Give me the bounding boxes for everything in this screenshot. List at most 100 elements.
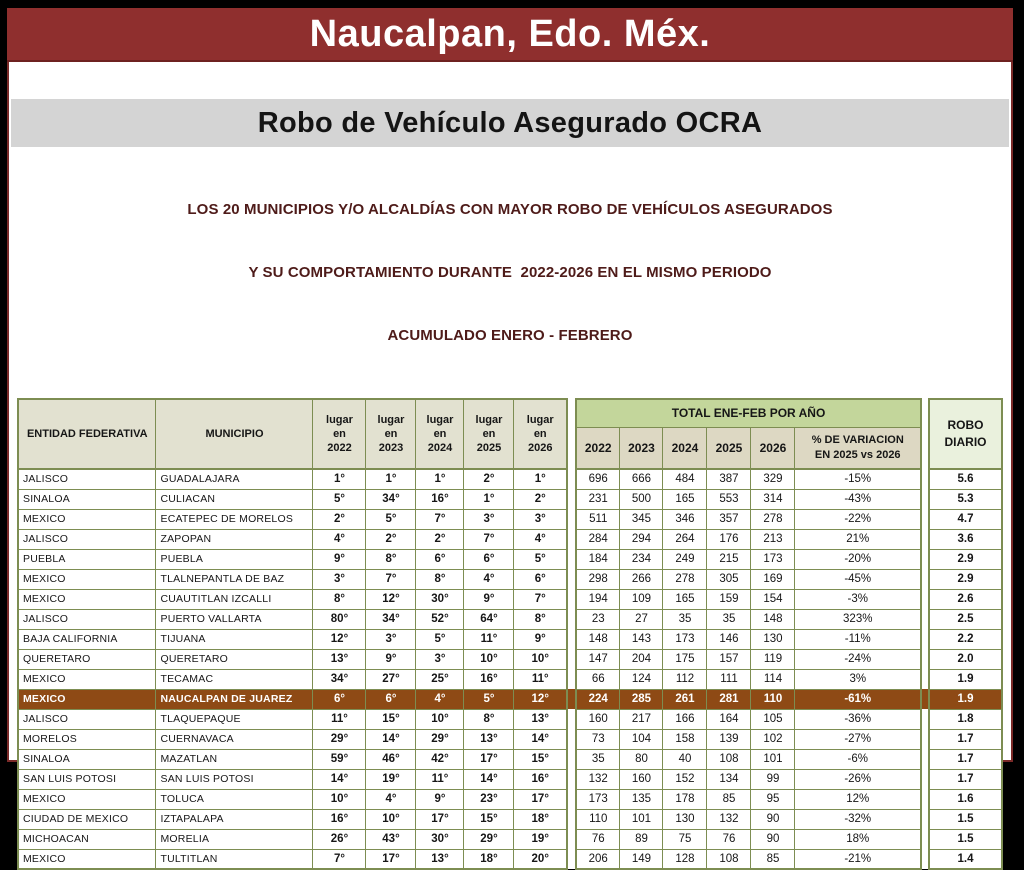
cell-variacion: -32% xyxy=(794,808,923,830)
cell-lugar-2022: 11° xyxy=(312,708,367,730)
year-label: 2023 xyxy=(378,442,404,455)
cell-total-2026: 99 xyxy=(750,768,796,790)
cell-total-2023: 204 xyxy=(619,648,664,670)
table-row: MEXICO TOLUCA 10° 4° 9° 23° 17° 173 135 178 85 95 12… xyxy=(16,788,1004,810)
cell-lugar-2023: 34° xyxy=(365,488,417,510)
cell-lugar-2026: 11° xyxy=(513,668,568,690)
cell-lugar-2024: 1° xyxy=(415,468,465,490)
cell-municipio: PUERTO VALLARTA xyxy=(155,608,314,630)
cell-entidad: JALISCO xyxy=(16,708,157,730)
cell-variacion: 18% xyxy=(794,828,923,850)
cell-lugar-2022: 4° xyxy=(312,528,367,550)
table-section-gap xyxy=(921,769,930,789)
cell-lugar-2025: 7° xyxy=(463,528,515,550)
col-header-robo-diario: ROBO DIARIO xyxy=(928,398,1004,470)
cell-lugar-2026: 5° xyxy=(513,548,568,570)
cell-lugar-2025: 1° xyxy=(463,488,515,510)
cell-total-2024: 278 xyxy=(662,568,708,590)
en-word: en xyxy=(533,427,547,440)
cell-total-2024: 175 xyxy=(662,648,708,670)
cell-variacion: -36% xyxy=(794,708,923,730)
cell-robo-diario: 5.3 xyxy=(928,488,1004,510)
cell-lugar-2026: 4° xyxy=(513,528,568,550)
cell-total-2022: 284 xyxy=(574,528,621,550)
cell-municipio: TLAQUEPAQUE xyxy=(155,708,314,730)
cell-variacion: 323% xyxy=(794,608,923,630)
cell-lugar-2024: 13° xyxy=(415,848,465,870)
cell-municipio: CUERNAVACA xyxy=(155,728,314,750)
cell-lugar-2024: 29° xyxy=(415,728,465,750)
cell-lugar-2022: 80° xyxy=(312,608,367,630)
cell-entidad: SAN LUIS POTOSI xyxy=(16,768,157,790)
cell-total-2026: 148 xyxy=(750,608,796,630)
table-row: MEXICO CUAUTITLAN IZCALLI 8° 12° 30° 9° 7° 194 1… xyxy=(16,588,1004,610)
col-header-year-2026: 2026 xyxy=(750,426,796,470)
cell-total-2026: 90 xyxy=(750,828,796,850)
cell-variacion: -22% xyxy=(794,508,923,530)
cell-lugar-2022: 13° xyxy=(312,648,367,670)
cell-lugar-2024: 8° xyxy=(415,568,465,590)
cell-variacion: -21% xyxy=(794,848,923,870)
table-section-gap xyxy=(921,669,930,689)
cell-lugar-2024: 17° xyxy=(415,808,465,830)
cell-robo-diario: 1.4 xyxy=(928,848,1004,870)
table-section-gap xyxy=(921,629,930,649)
cell-entidad: CIUDAD DE MEXICO xyxy=(16,808,157,830)
col-header-lugar-2025: lugar en 2025 xyxy=(463,398,515,470)
cell-lugar-2023: 8° xyxy=(365,548,417,570)
table-section-gap xyxy=(566,629,576,649)
cell-total-2025: 357 xyxy=(706,508,752,530)
cell-variacion: 3% xyxy=(794,668,923,690)
cell-lugar-2025: 64° xyxy=(463,608,515,630)
cell-robo-diario: 1.9 xyxy=(928,668,1004,690)
cell-variacion: -24% xyxy=(794,648,923,670)
cell-robo-diario: 1.8 xyxy=(928,708,1004,730)
cell-robo-diario: 3.6 xyxy=(928,528,1004,550)
table-section-gap xyxy=(921,829,930,849)
cell-total-2026: 101 xyxy=(750,748,796,770)
cell-entidad: JALISCO xyxy=(16,468,157,490)
cell-total-2022: 147 xyxy=(574,648,621,670)
cell-entidad: MEXICO xyxy=(16,508,157,530)
lugar-word: lugar xyxy=(377,413,405,426)
cell-lugar-2024: 52° xyxy=(415,608,465,630)
cell-total-2025: 159 xyxy=(706,588,752,610)
table-row: MEXICO TULTITLAN 7° 17° 13° 18° 20° 206 149 128 10… xyxy=(16,848,1004,870)
col-header-year-2025: 2025 xyxy=(706,426,752,470)
cell-lugar-2025: 9° xyxy=(463,588,515,610)
table-section-gap xyxy=(566,729,576,749)
cell-lugar-2023: 43° xyxy=(365,828,417,850)
cell-lugar-2023: 1° xyxy=(365,468,417,490)
cell-robo-diario: 1.7 xyxy=(928,728,1004,750)
cell-entidad: MEXICO xyxy=(16,588,157,610)
cell-municipio: TULTITLAN xyxy=(155,848,314,870)
cell-lugar-2026: 7° xyxy=(513,588,568,610)
cell-lugar-2022: 10° xyxy=(312,788,367,810)
cell-lugar-2025: 5° xyxy=(463,688,515,710)
table-section-gap xyxy=(921,849,930,869)
cell-total-2022: 194 xyxy=(574,588,621,610)
table-header-row-top: ENTIDAD FEDERATIVA MUNICIPIO lugar en 20… xyxy=(16,398,1004,470)
lugar-word: lugar xyxy=(475,413,503,426)
col-header-total-ene-feb: TOTAL ENE-FEB POR AÑO xyxy=(574,398,923,428)
cell-robo-diario: 2.0 xyxy=(928,648,1004,670)
cell-robo-diario: 1.5 xyxy=(928,828,1004,850)
table-row: SINALOA CULIACAN 5° 34° 16° 1° 2° 231 500 165 553 3… xyxy=(16,488,1004,510)
table-section-gap xyxy=(921,709,930,729)
year-label: 2024 xyxy=(427,442,453,455)
cell-lugar-2025: 10° xyxy=(463,648,515,670)
table-section-gap xyxy=(566,489,576,509)
year-label: 2026 xyxy=(527,442,553,455)
cell-robo-diario: 1.9 xyxy=(928,688,1004,710)
table-section-gap xyxy=(921,589,930,609)
cell-total-2022: 224 xyxy=(574,688,621,710)
cell-total-2026: 169 xyxy=(750,568,796,590)
cell-lugar-2023: 9° xyxy=(365,648,417,670)
table-row: MORELOS CUERNAVACA 29° 14° 29° 13° 14° 73 104 158… xyxy=(16,728,1004,750)
cell-municipio: MORELIA xyxy=(155,828,314,850)
cell-lugar-2025: 16° xyxy=(463,668,515,690)
cell-total-2022: 173 xyxy=(574,788,621,810)
cell-lugar-2022: 6° xyxy=(312,688,367,710)
year-label: 2025 xyxy=(476,442,502,455)
table-section-gap xyxy=(921,569,930,589)
